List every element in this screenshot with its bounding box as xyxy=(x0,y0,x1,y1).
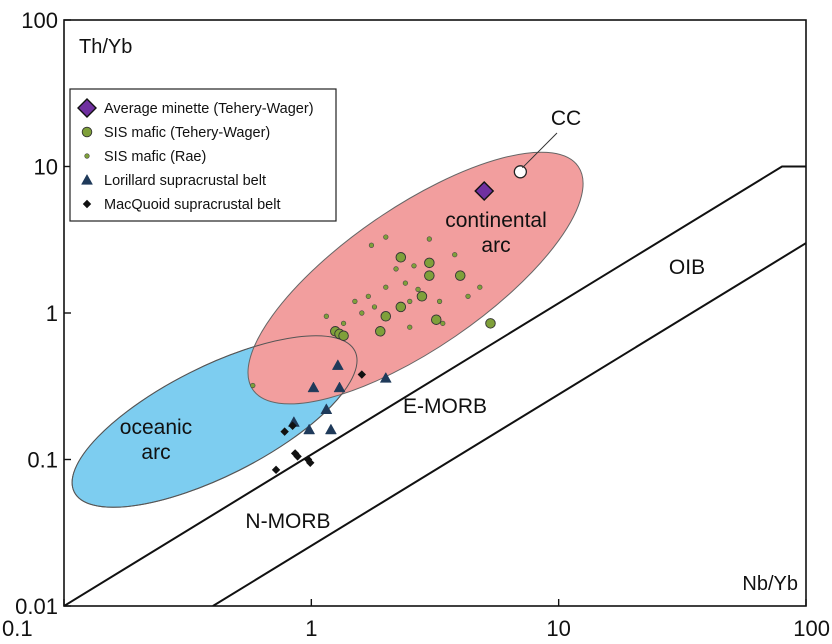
y-tick-label: 0.01 xyxy=(15,594,58,619)
y-tick-label: 10 xyxy=(34,155,58,180)
cc-label: CC xyxy=(551,107,581,130)
x-tick-label: 1 xyxy=(305,616,317,641)
legend-entry: MacQuoid supracrustal belt xyxy=(104,197,281,213)
macquoid-point xyxy=(271,465,281,475)
continental-arc-label: arc xyxy=(481,234,510,257)
y-tick-label: 1 xyxy=(46,301,58,326)
data-points xyxy=(250,165,528,475)
n-morb-label: N-MORB xyxy=(245,510,330,533)
y-tick-label: 0.1 xyxy=(27,448,58,473)
sis-mafic-rae-point xyxy=(426,236,432,242)
sis-mafic-rae-point xyxy=(368,242,375,248)
sis-mafic-tehery-wager-point xyxy=(431,314,442,325)
sis-mafic-rae-point xyxy=(359,310,365,316)
legend-entry: Average minette (Tehery-Wager) xyxy=(104,101,314,117)
legend: Average minette (Tehery-Wager) SIS mafic … xyxy=(69,88,337,222)
sis-mafic-rae-point xyxy=(407,298,413,304)
sis-mafic-rae-point xyxy=(393,266,399,272)
oceanic-arc-label: oceanic xyxy=(120,416,192,439)
sis-mafic-rae-point xyxy=(407,324,413,330)
sis-mafic-rae-point xyxy=(440,320,446,326)
legend-entry: SIS mafic (Tehery-Wager) xyxy=(104,125,270,141)
continental-arc-label: continental xyxy=(445,209,547,232)
e-morb-label: E-MORB xyxy=(403,395,487,418)
y-axis-label: Th/Yb xyxy=(79,36,132,58)
lorillard-point xyxy=(307,381,320,393)
sis-mafic-tehery-wager-point xyxy=(395,301,407,313)
legend-marker xyxy=(77,98,97,118)
sis-mafic-rae-point xyxy=(402,280,408,286)
lorillard-point xyxy=(331,359,344,370)
legend-marker xyxy=(81,126,93,138)
oceanic-arc-label: arc xyxy=(141,441,170,464)
legend-marker xyxy=(84,153,90,159)
x-axis-label: Nb/Yb xyxy=(742,573,798,595)
sis-mafic-tehery-wager-point xyxy=(338,330,349,341)
sis-mafic-rae-point xyxy=(340,320,347,326)
legend-entry: SIS mafic (Rae) xyxy=(104,149,206,165)
legend-marker xyxy=(81,173,93,185)
macquoid-point xyxy=(280,427,289,436)
legend-entry: Lorillard supracrustal belt xyxy=(104,173,266,189)
sis-mafic-rae-point xyxy=(452,252,458,258)
sis-mafic-rae-point xyxy=(383,284,389,290)
x-tick-label: 10 xyxy=(546,616,570,641)
sis-mafic-tehery-wager-point xyxy=(416,291,428,302)
macquoid-point xyxy=(357,370,367,379)
lorillard-point xyxy=(324,423,337,435)
mantle-array-upper-line xyxy=(64,165,806,606)
sis-mafic-tehery-wager-point xyxy=(485,318,496,329)
minette-point xyxy=(474,181,495,202)
y-tick-label: 100 xyxy=(21,8,58,33)
sis-mafic-rae-point xyxy=(383,234,389,240)
macquoid-point xyxy=(306,458,315,467)
legend-box xyxy=(69,88,337,222)
sis-mafic-tehery-wager-point xyxy=(424,257,435,269)
sis-mafic-rae-point xyxy=(477,284,483,290)
x-tick-label: 0.1 xyxy=(2,616,33,641)
lorillard-point xyxy=(379,371,392,383)
sis-mafic-rae-point xyxy=(436,298,443,304)
lorillard-point xyxy=(303,423,316,435)
oceanic-arc-outline xyxy=(71,335,358,508)
sis-mafic-tehery-wager-point xyxy=(454,270,466,281)
field-labels: oceanicarccontinentalarcOIBE-MORBN-MORBC… xyxy=(79,36,798,595)
sis-mafic-rae-point xyxy=(250,382,256,389)
sis-mafic-rae-point xyxy=(415,286,421,292)
sis-mafic-rae-point xyxy=(465,293,471,299)
oib-label: OIB xyxy=(669,256,705,279)
legend-marker xyxy=(82,199,92,209)
cc-point xyxy=(513,165,528,179)
cc-leader-line xyxy=(521,132,558,169)
x-tick-label: 100 xyxy=(793,616,830,641)
sis-mafic-tehery-wager-point xyxy=(380,311,392,322)
sis-mafic-tehery-wager-point xyxy=(395,252,407,263)
lorillard-point xyxy=(333,381,346,393)
sis-mafic-rae-point xyxy=(323,313,329,319)
sis-mafic-tehery-wager-point xyxy=(375,326,386,337)
continental-arc-field xyxy=(247,151,584,405)
macquoid-point xyxy=(293,452,302,461)
mantle-array-lower-line xyxy=(212,242,806,606)
macquoid-point xyxy=(288,421,297,430)
sis-mafic-rae-point xyxy=(371,304,378,310)
sis-mafic-tehery-wager-point xyxy=(424,270,435,281)
tectonic-fields xyxy=(64,151,806,606)
lorillard-point xyxy=(320,403,333,414)
sis-mafic-rae-point xyxy=(365,293,371,299)
sis-mafic-rae-point xyxy=(411,263,417,269)
sis-mafic-rae-point xyxy=(352,298,358,304)
